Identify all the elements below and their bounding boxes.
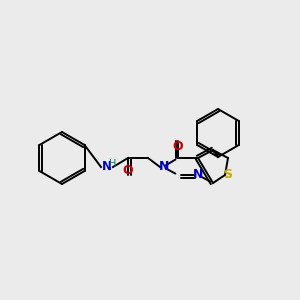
Text: O: O: [123, 164, 133, 176]
Text: O: O: [173, 140, 183, 152]
Text: H: H: [109, 159, 117, 169]
Text: S: S: [224, 169, 232, 182]
Text: N: N: [193, 169, 203, 182]
Text: N: N: [102, 160, 112, 173]
Text: N: N: [159, 160, 169, 173]
